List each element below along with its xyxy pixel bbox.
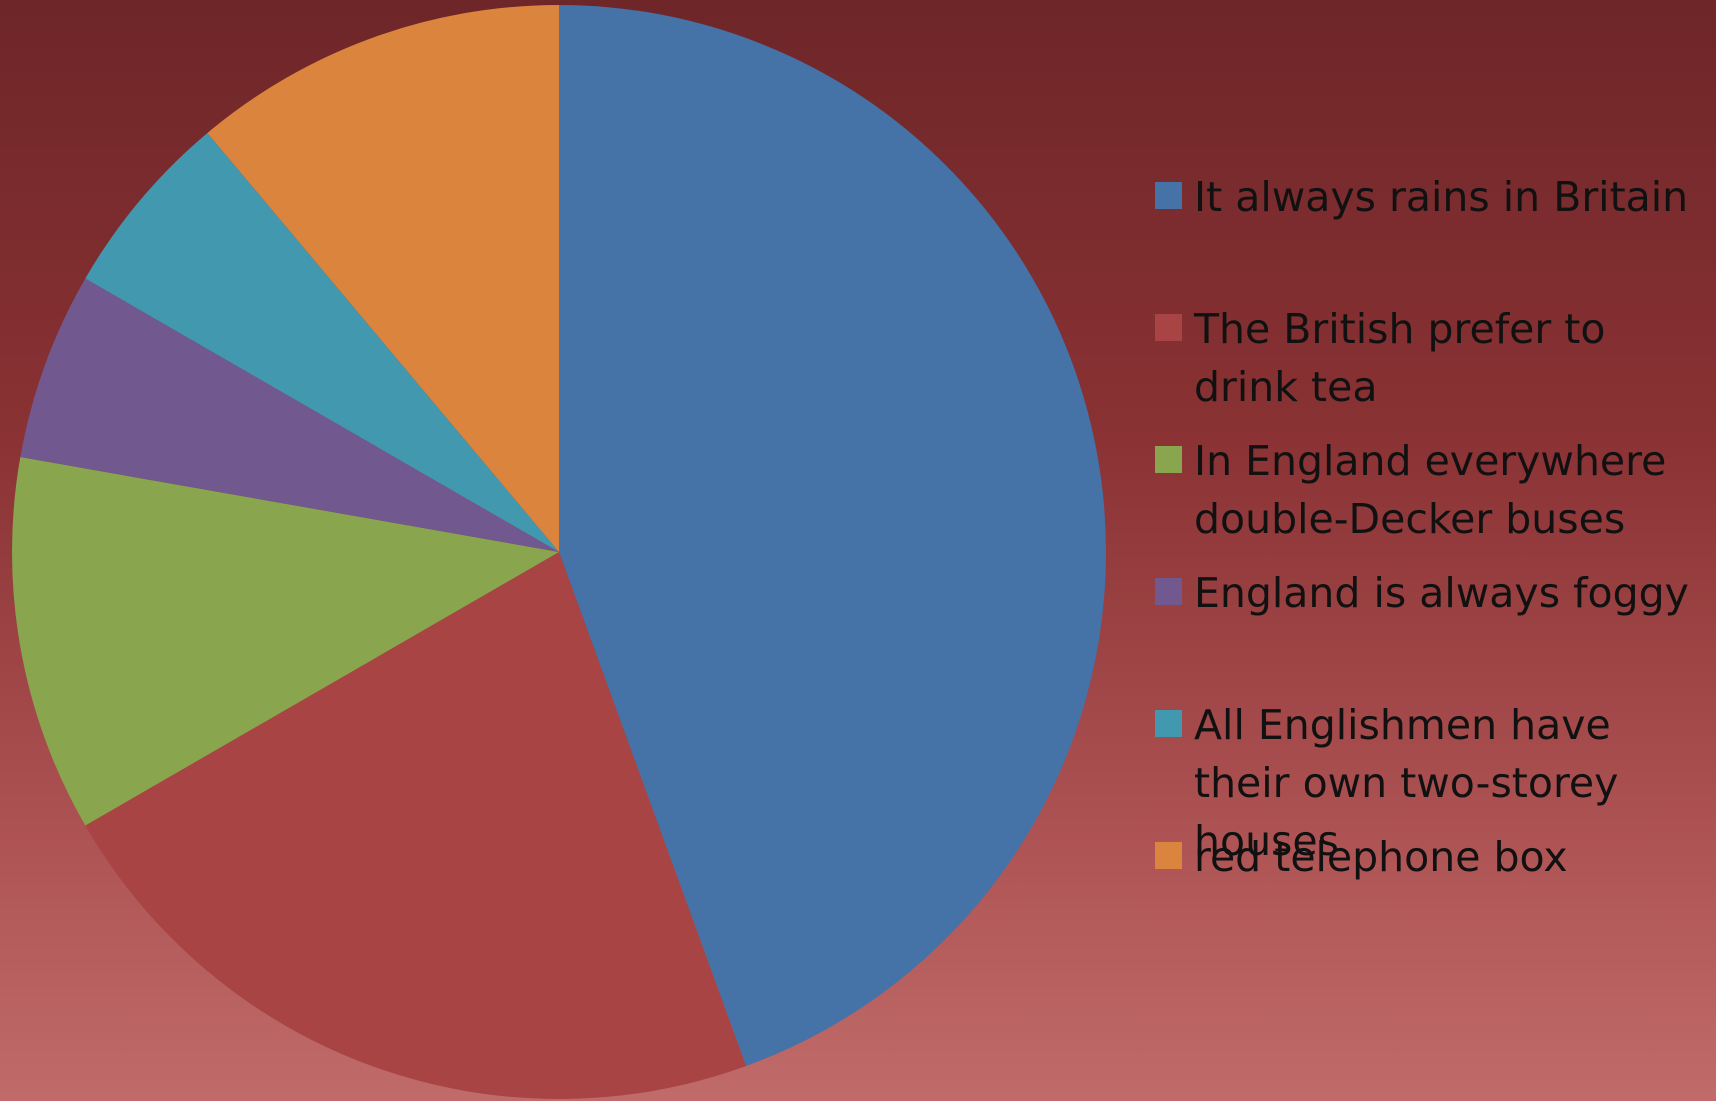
legend-label: In England everywhere double-Decker buse… <box>1194 437 1667 543</box>
legend-label: All Englishmen have their own two-storey… <box>1194 701 1619 865</box>
legend-label: The British prefer to drink tea <box>1194 305 1606 411</box>
legend-item-buses: In England everywhere double-Decker buse… <box>1155 432 1694 548</box>
pie-slice-england-is-always-foggy <box>20 278 559 552</box>
legend-swatch <box>1155 578 1182 605</box>
legend-item-rains: It always rains in Britain <box>1155 168 1694 226</box>
legend-label: It always rains in Britain <box>1194 173 1689 221</box>
pie-slice-red-telephone-box <box>207 4 559 552</box>
legend-label: red telephone box <box>1194 833 1568 881</box>
pie-slice-the-british-prefer-to-drink-tea <box>85 552 747 1099</box>
legend-swatch <box>1155 314 1182 341</box>
legend-swatch <box>1155 710 1182 737</box>
legend-item-houses: All Englishmen have their own two-storey… <box>1155 696 1694 870</box>
pie-slice-all-englishmen-have-their-own-two-storey-houses <box>85 132 559 552</box>
legend-item-tea: The British prefer to drink tea <box>1155 300 1694 416</box>
legend-swatch <box>1155 842 1182 869</box>
pie-slice-it-always-rains-in-britain <box>559 5 1106 1067</box>
legend-swatch <box>1155 446 1182 473</box>
pie-slice-in-england-everywhere-double-decker-buses <box>11 457 559 826</box>
legend-swatch <box>1155 182 1182 209</box>
legend-label: England is always foggy <box>1194 569 1689 617</box>
legend-item-foggy: England is always foggy <box>1155 564 1694 622</box>
legend-item-telephone: red telephone box <box>1155 828 1694 886</box>
